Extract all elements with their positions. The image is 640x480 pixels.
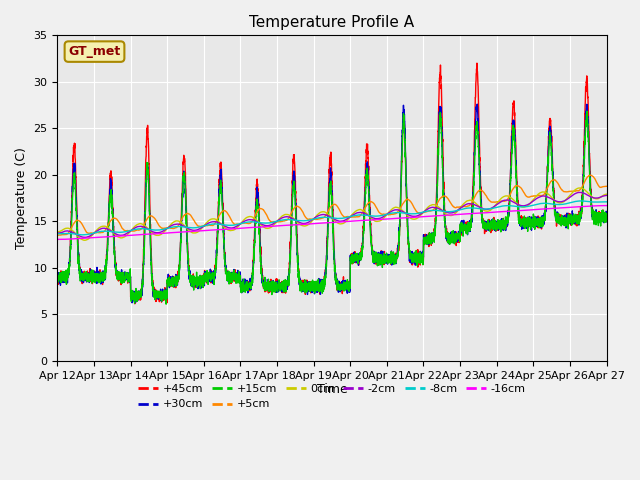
Title: Temperature Profile A: Temperature Profile A: [250, 15, 415, 30]
Legend: +45cm, +30cm, +15cm, +5cm, 0cm, -2cm, -8cm, -16cm: +45cm, +30cm, +15cm, +5cm, 0cm, -2cm, -8…: [134, 379, 530, 414]
X-axis label: Time: Time: [317, 384, 348, 396]
Text: GT_met: GT_met: [68, 45, 120, 58]
Y-axis label: Temperature (C): Temperature (C): [15, 147, 28, 249]
